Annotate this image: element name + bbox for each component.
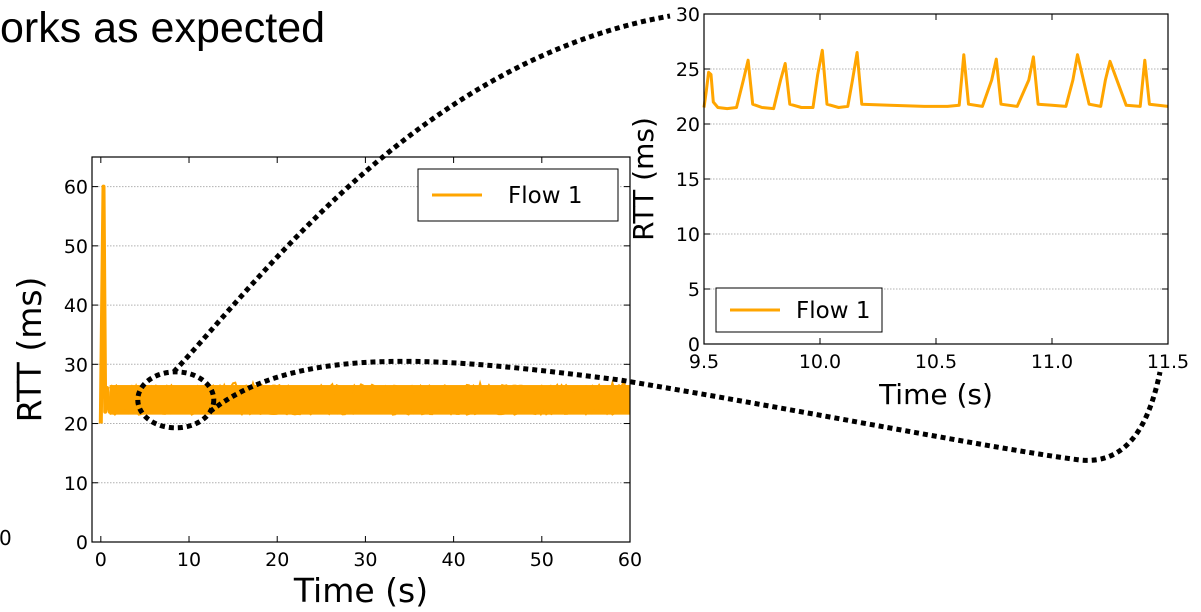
y-tick-label: 30	[676, 4, 700, 26]
x-tick-label: 60	[618, 549, 642, 571]
zoom-connector-bottom	[208, 358, 1163, 463]
y-tick-label: 20	[64, 414, 88, 436]
y-axis-label: RTT (ms)	[627, 117, 660, 241]
series-startup-spike	[98, 184, 121, 424]
y-tick-label: 25	[676, 59, 700, 81]
x-tick-label: 11.0	[1031, 351, 1073, 373]
offscreen-axis-tick-label: 0	[0, 526, 12, 550]
y-tick-label: 5	[688, 279, 700, 301]
x-tick-label: 30	[353, 549, 377, 571]
y-tick-label: 10	[64, 473, 88, 495]
x-tick-label: 11.5	[1147, 351, 1189, 373]
x-tick-label: 10.0	[799, 351, 841, 373]
zoom-connector-top	[171, 13, 671, 374]
y-tick-label: 15	[676, 169, 700, 191]
x-tick-label: 10.5	[915, 351, 957, 373]
y-tick-label: 50	[64, 236, 88, 258]
slide-title: orks as expected	[0, 4, 326, 52]
x-axis-label: Time (s)	[293, 571, 428, 610]
legend-label: Flow 1	[796, 298, 870, 324]
y-tick-label: 60	[64, 177, 88, 199]
x-tick-label: 50	[530, 549, 554, 571]
y-tick-label: 40	[64, 295, 88, 317]
series-lower-edge	[109, 408, 629, 417]
x-tick-label: 0	[95, 549, 107, 571]
x-tick-label: 20	[265, 549, 289, 571]
y-tick-label: 0	[688, 334, 700, 356]
legend-label: Flow 1	[508, 183, 582, 209]
chart-1: 0 10 20 30 40 50 60 0 10 20 30 40 50 60 Time (s) RTT (m…	[10, 156, 642, 610]
y-axis-label: RTT (ms)	[10, 277, 49, 423]
y-tick-label: 10	[676, 224, 700, 246]
y-tick-label: 20	[676, 114, 700, 136]
y-tick-label: 0	[76, 532, 88, 554]
x-tick-label: 9.5	[689, 351, 719, 373]
x-tick-label: 40	[442, 549, 466, 571]
y-tick-label: 30	[64, 354, 88, 376]
plot-frame	[91, 156, 631, 543]
chart-2: 9.5 10.0 10.5 11.0 11.5 0 5 10 15 20 25 30 Time (s) R…	[627, 4, 1189, 411]
x-tick-label: 10	[177, 549, 201, 571]
series-line	[702, 48, 1169, 111]
x-axis-label: Time (s)	[878, 378, 993, 411]
series-upper-edge	[108, 379, 631, 396]
